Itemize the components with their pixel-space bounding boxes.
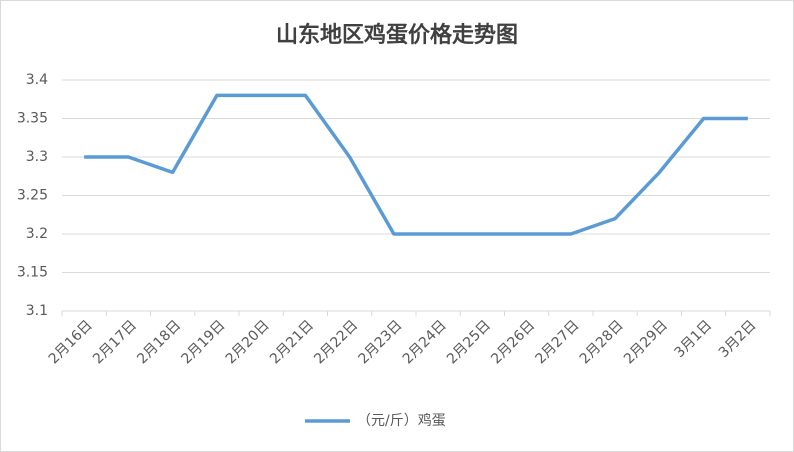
y-tick-label: 3.15 <box>17 265 48 281</box>
y-tick-label: 3.3 <box>26 149 48 165</box>
y-tick-label: 3.2 <box>26 226 48 242</box>
chart-title: 山东地区鸡蛋价格走势图 <box>276 22 518 48</box>
y-tick-label: 3.1 <box>26 303 48 319</box>
y-tick-label: 3.35 <box>17 111 48 127</box>
line-series <box>84 93 748 236</box>
legend-label: （元/斤）鸡蛋 <box>357 412 446 429</box>
y-tick-label: 3.25 <box>17 188 48 204</box>
y-tick-label: 3.4 <box>26 72 48 88</box>
